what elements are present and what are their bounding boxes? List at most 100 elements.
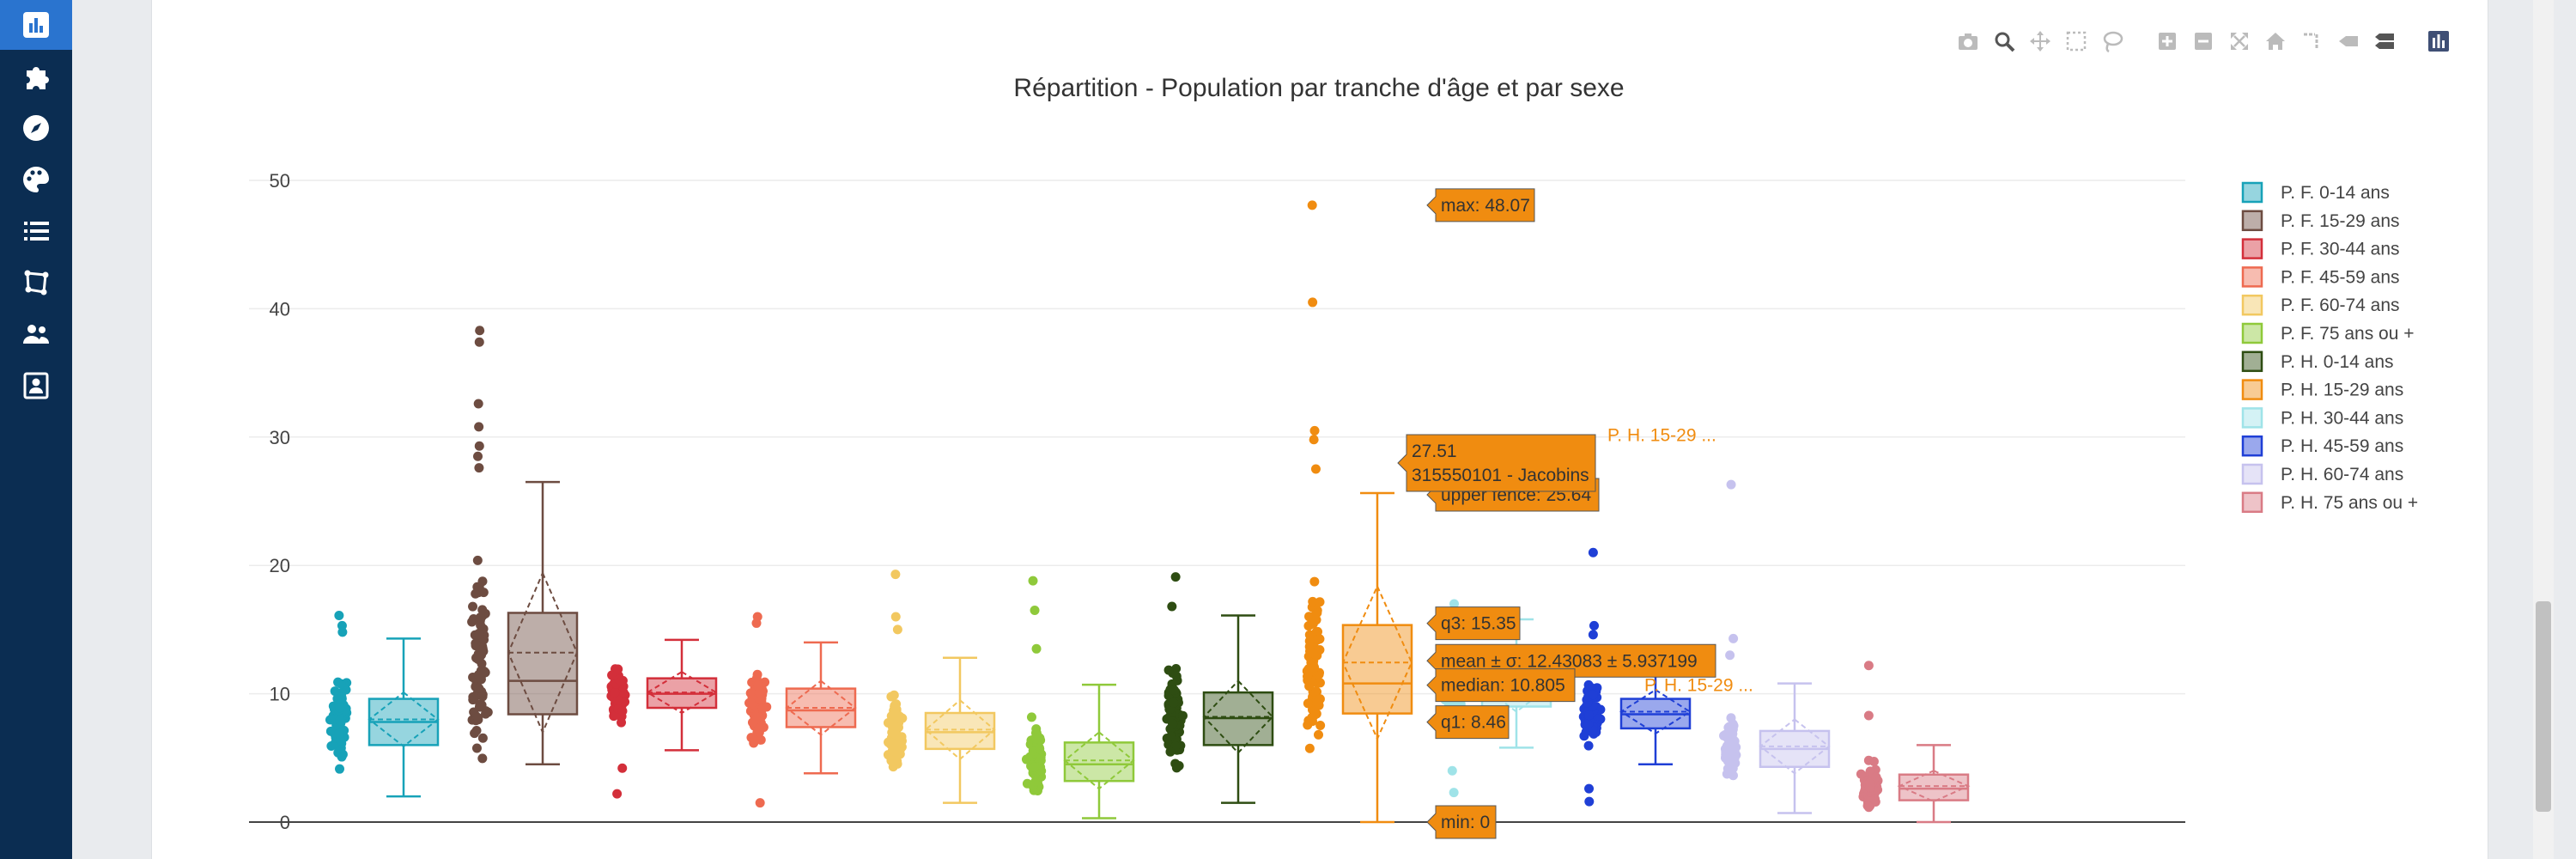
series-P. H. 0-14 ans: [1162, 572, 1274, 804]
data-point: [891, 729, 902, 740]
series-points: [744, 612, 772, 808]
series-points: [1021, 576, 1047, 796]
outlier-point: [1447, 765, 1457, 776]
sidebar-item-users[interactable]: [0, 309, 72, 359]
hover-closest-icon: [2339, 36, 2358, 46]
outlier-point: [1863, 710, 1874, 721]
data-point: [754, 687, 764, 698]
outlier-point: [473, 451, 483, 461]
legend-item[interactable]: P. H. 30-44 ans: [2241, 407, 2403, 429]
legend-item[interactable]: P. F. 15-29 ans: [2241, 210, 2400, 232]
modebar-hover-compare-button[interactable]: [2369, 27, 2398, 56]
outlier-point: [337, 627, 348, 637]
data-point: [1315, 720, 1326, 730]
legend-item[interactable]: P. H. 45-59 ans: [2241, 435, 2403, 457]
sidebar-item-contact-card[interactable]: [0, 361, 72, 411]
modebar-zoom-out-button[interactable]: [2189, 27, 2218, 56]
legend-item[interactable]: P. F. 30-44 ans: [2241, 238, 2400, 259]
data-point: [617, 706, 628, 716]
modebar-spike-lines-button[interactable]: [2297, 27, 2326, 56]
outlier-point: [1449, 788, 1459, 798]
data-point: [1313, 729, 1323, 740]
data-point: [1305, 619, 1315, 630]
sidebar-item-map-polygon[interactable]: [0, 258, 72, 308]
legend-item[interactable]: P. H. 60-74 ans: [2241, 463, 2403, 485]
legend-item[interactable]: P. F. 45-59 ans: [2241, 266, 2400, 288]
iqr-box: [507, 612, 579, 716]
data-point: [1865, 766, 1875, 777]
palette-icon: [23, 167, 49, 192]
hover-label-text: 27.51: [1412, 442, 1457, 461]
hover-label-text: q1: 8.46: [1441, 713, 1506, 733]
data-point: [1171, 763, 1182, 773]
data-point: [1026, 712, 1036, 722]
legend-item[interactable]: P. F. 60-74 ans: [2241, 294, 2400, 316]
data-point: [1165, 746, 1176, 757]
modebar-lasso-select-button[interactable]: [2098, 27, 2127, 56]
data-point: [471, 743, 482, 753]
outlier-point: [1028, 576, 1038, 586]
data-point: [1303, 698, 1313, 709]
data-point: [481, 709, 491, 719]
mean-sd-diamond: [1063, 731, 1135, 790]
y-tick-label: 20: [270, 555, 290, 576]
series-points: [1162, 572, 1188, 773]
modebar-zoom-button[interactable]: [1990, 27, 2019, 56]
list-icon: [24, 222, 49, 241]
sidebar-item-bar-chart[interactable]: [0, 0, 72, 50]
hover-label-text: median: 10.805: [1441, 676, 1565, 696]
legend-swatch: [2241, 294, 2263, 316]
outlier-point: [1308, 297, 1318, 308]
legend-label: P. H. 60-74 ans: [2281, 465, 2403, 484]
modebar-box-select-button[interactable]: [2062, 27, 2091, 56]
chart-title: Répartition - Population par tranche d'â…: [1013, 74, 1624, 102]
legend-item[interactable]: P. H. 75 ans ou +: [2241, 491, 2418, 514]
data-point: [1584, 710, 1595, 721]
modebar-pan-button[interactable]: [2026, 27, 2055, 56]
data-point: [1308, 596, 1318, 606]
hover-series-name: P. H. 15-29 ...: [1644, 676, 1753, 696]
modebar-camera-button[interactable]: [1953, 27, 1983, 56]
legend-item[interactable]: P. F. 0-14 ans: [2241, 181, 2390, 204]
series-P. F. 45-59 ans: [744, 612, 857, 808]
sidebar-item-puzzle[interactable]: [0, 52, 72, 101]
series-P. F. 75 ans ou +: [1021, 576, 1135, 819]
scrollbar-thumb[interactable]: [2536, 601, 2551, 812]
data-point: [1588, 690, 1598, 700]
mean-sd-diamond: [368, 691, 440, 748]
legend-swatch: [2241, 435, 2263, 457]
data-point: [1306, 648, 1316, 658]
data-point: [1303, 672, 1313, 682]
legend-item[interactable]: P. F. 75 ans ou +: [2241, 322, 2414, 344]
data-point: [1304, 743, 1315, 753]
zoom-in-icon: [2159, 33, 2176, 50]
modebar-plotly-logo-button[interactable]: [2424, 27, 2453, 56]
outlier-point: [1863, 661, 1874, 671]
outlier-point: [1588, 630, 1598, 640]
data-point: [1726, 713, 1736, 723]
data-point: [473, 712, 483, 722]
sidebar-item-palette[interactable]: [0, 155, 72, 204]
outlier-point: [617, 763, 628, 773]
data-point: [1031, 724, 1042, 734]
legend-label: P. H. 45-59 ans: [2281, 436, 2403, 456]
data-point: [473, 652, 483, 662]
modebar-hover-closest-button[interactable]: [2333, 27, 2362, 56]
mean-sd-diamond: [646, 671, 718, 715]
sidebar-item-compass[interactable]: [0, 103, 72, 153]
modebar-zoom-in-button[interactable]: [2153, 27, 2182, 56]
sidebar-item-list[interactable]: [0, 206, 72, 256]
modebar-autoscale-button[interactable]: [2225, 27, 2254, 56]
data-point: [480, 667, 490, 678]
legend-item[interactable]: P. H. 0-14 ans: [2241, 350, 2394, 373]
legend-item[interactable]: P. H. 15-29 ans: [2241, 379, 2403, 400]
hover-point: 27.51 315550101 - Jacobins: [1397, 434, 1596, 492]
data-point: [1725, 737, 1735, 747]
hover-label-box: [1426, 705, 1510, 740]
outlier-point: [1728, 633, 1739, 643]
data-point: [1312, 635, 1322, 645]
mean-sd-diamond: [785, 679, 857, 736]
outlier-point: [474, 463, 484, 473]
legend-swatch: [2241, 181, 2263, 204]
modebar-reset-axes-button[interactable]: [2261, 27, 2290, 56]
